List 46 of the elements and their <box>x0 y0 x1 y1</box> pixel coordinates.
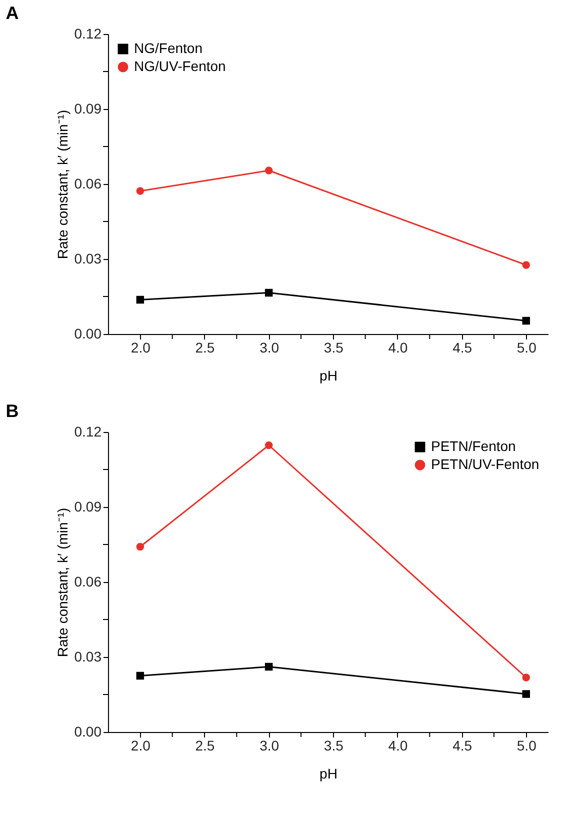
y-tick-label: 0.00 <box>74 724 102 740</box>
point <box>136 672 144 680</box>
y-tick-label: 0.06 <box>74 574 102 590</box>
x-tick-label: 4.5 <box>452 340 472 356</box>
point <box>264 166 273 174</box>
x-tick-label: 2.5 <box>195 738 215 754</box>
y-tick-label: 0.06 <box>74 176 102 192</box>
chart-title: A <box>6 3 19 23</box>
chart-title: B <box>6 401 19 421</box>
legend-label: PETN/UV-Fenton <box>431 456 540 472</box>
y-axis-title: Rate constant, k′ (min⁻¹) <box>54 110 70 260</box>
x-tick-label: 3.0 <box>260 738 280 754</box>
x-tick-label: 3.0 <box>260 340 280 356</box>
point <box>264 662 273 671</box>
x-tick-label: 5.0 <box>516 340 537 356</box>
point <box>136 187 144 195</box>
x-tick-label: 2.5 <box>195 340 215 356</box>
x-tick-label: 3.5 <box>324 738 344 754</box>
point <box>522 674 530 682</box>
point <box>522 316 530 325</box>
legend-label: PETN/Fenton <box>431 438 516 454</box>
x-tick-label: 4.0 <box>388 738 408 754</box>
point <box>136 542 144 551</box>
y-tick-label: 0.03 <box>74 648 102 664</box>
y-axis-title: Rate constant, k′ (min⁻¹) <box>54 508 70 658</box>
point <box>264 441 273 450</box>
legend-label: NG/Fenton <box>134 40 202 56</box>
x-axis-title: pH <box>320 766 338 782</box>
point <box>522 690 530 698</box>
x-tick-label: 4.5 <box>452 738 472 754</box>
point <box>264 288 273 297</box>
legend-label: NG/UV-Fenton <box>134 58 226 74</box>
point <box>522 261 530 269</box>
y-tick-label: 0.09 <box>74 100 102 116</box>
y-tick-label: 0.12 <box>74 424 102 440</box>
x-tick-label: 4.0 <box>388 340 408 356</box>
y-tick-label: 0.12 <box>74 26 102 42</box>
x-axis-title: pH <box>320 368 338 384</box>
y-tick-label: 0.03 <box>74 250 102 266</box>
x-tick-label: 2.0 <box>130 738 151 754</box>
x-tick-label: 5.0 <box>516 738 537 754</box>
point <box>136 296 144 304</box>
x-tick-label: 3.5 <box>324 340 344 356</box>
y-tick-label: 0.09 <box>74 498 102 514</box>
y-tick-label: 0.00 <box>74 326 102 342</box>
x-tick-label: 2.0 <box>130 340 151 356</box>
